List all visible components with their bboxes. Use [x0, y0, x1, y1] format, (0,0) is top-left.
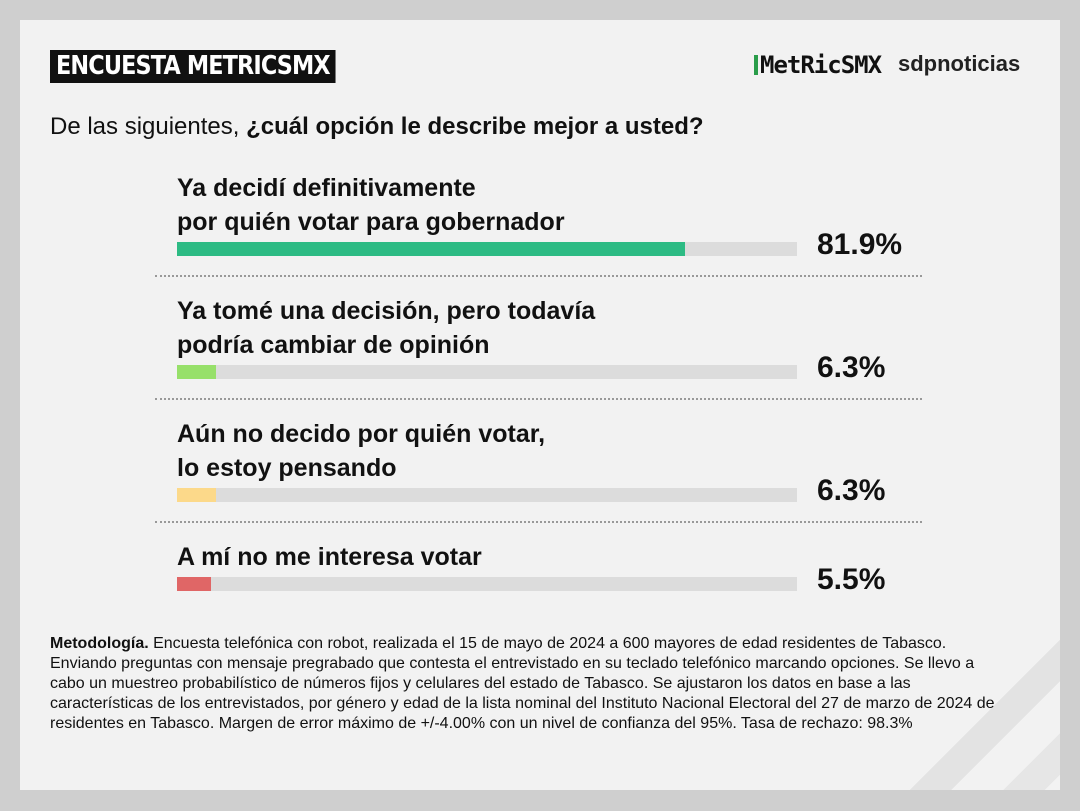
category-label: Ya tomé una decisión, pero todavía podrí… [177, 297, 596, 359]
value-label: 81.9% [817, 228, 903, 261]
bar-track [177, 488, 797, 502]
value-label: 5.5% [817, 563, 886, 596]
logo-metricsmx: MetRicSMX [754, 48, 882, 82]
category-label: Aún no decido por quién votar, lo estoy … [177, 420, 546, 482]
bar-line: 6.3% [177, 474, 922, 507]
methodology-text: Encuesta telefónica con robot, realizada… [50, 635, 995, 732]
category-label: Ya decidí definitivamente por quién vota… [177, 174, 565, 236]
logo-sdpnoticias: sdpnoticias [898, 51, 1021, 76]
bar-row: Ya tomé una decisión, pero todavía podrí… [155, 294, 922, 384]
card: ENCUESTA METRICSMX MetRicSMX sdpnoticias… [20, 20, 1060, 790]
methodology-label: Metodología. [50, 635, 149, 652]
bar-line: 5.5% [177, 563, 922, 596]
bar [177, 577, 212, 591]
bar-track [177, 577, 797, 591]
question-lead: De las siguientes, [50, 113, 247, 140]
bar-row: A mí no me interesa votar 5.5% [155, 540, 922, 596]
separator [155, 275, 922, 277]
bar [177, 488, 217, 502]
bar [177, 365, 217, 379]
decoration [860, 590, 1060, 790]
value-label: 6.3% [817, 474, 886, 507]
question-bold: ¿cuál opción le describe mejor a usted? [246, 113, 704, 140]
bar-row: Ya decidí definitivamente por quién vota… [155, 171, 922, 261]
bar-row: Aún no decido por quién votar, lo estoy … [155, 417, 922, 507]
methodology: Metodología. Encuesta telefónica con rob… [50, 634, 1010, 734]
separator [155, 521, 922, 523]
bar-track [177, 365, 797, 379]
chart: Ya decidí definitivamente por quién vota… [155, 171, 922, 596]
bar-line: 81.9% [177, 228, 922, 261]
value-label: 6.3% [817, 351, 886, 384]
bar [177, 242, 685, 256]
category-label: A mí no me interesa votar [177, 543, 482, 571]
bar-line: 6.3% [177, 351, 922, 384]
header-title: ENCUESTA METRICSMX [50, 50, 336, 83]
question: De las siguientes, ¿cuál opción le descr… [50, 110, 704, 144]
separator [155, 398, 922, 400]
